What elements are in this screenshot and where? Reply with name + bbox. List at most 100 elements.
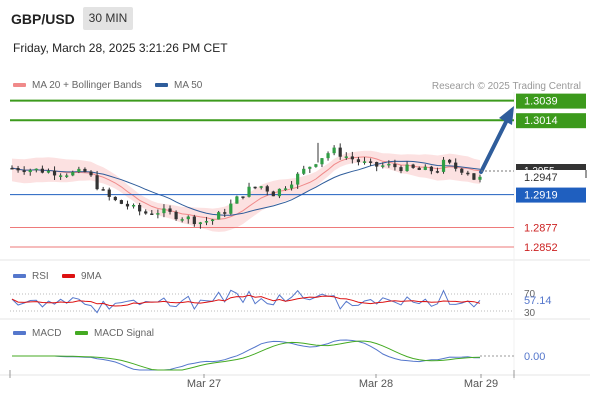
candle-body [131,204,136,207]
candle-body [119,200,124,204]
candle-body [429,166,433,172]
legend-swatch-ma20 [13,83,26,88]
candle-body [65,175,69,177]
candle-body [180,219,184,221]
symbol-title: GBP/USD [11,11,75,27]
candle-body [283,188,288,190]
chart-header: GBP/USD 30 MIN Friday, March 28, 2025 3:… [0,0,590,66]
candle-body [405,164,409,172]
candle-body [375,162,379,167]
candle-body [356,159,361,163]
candle-body [241,196,245,198]
current-price-label: 1.2947 [524,172,558,184]
candle-body [466,172,470,175]
candle-body [460,168,464,173]
candle-body [162,208,166,214]
candle-body [472,173,476,180]
legend-rsi: RSI [13,271,49,282]
legend-rsi-ma: 9MA [62,271,102,282]
level-label-0: 1.3039 [524,96,558,108]
candle-body [95,175,99,190]
level-label-1: 1.3014 [524,115,558,127]
timeframe-badge[interactable]: 30 MIN [83,7,133,30]
candle-body [435,171,440,173]
x-axis: Mar 27 Mar 28 Mar 29 [9,370,515,390]
candle-body [320,158,324,165]
candle-body [289,184,294,189]
candle-body [174,211,178,220]
rsi-tick-70: 70 [524,289,536,300]
copyright: Research © 2025 Trading Central [431,81,581,92]
candle-body [186,216,190,220]
candle-body [296,173,300,185]
projection-arrow [479,106,514,174]
candle-body [138,204,142,212]
candle-body [83,168,87,172]
candle-body [253,186,257,189]
candle-body [229,203,233,214]
candle-body [52,170,57,176]
legend-ma20: MA 20 + Bollinger Bands [13,80,142,91]
legend-swatch-rsi [13,274,26,279]
candle-body [441,159,446,172]
candle-body [448,159,452,163]
candle-body [34,168,38,171]
candle-body [399,167,403,172]
candle-body [423,166,427,170]
level-box-0 [516,93,586,109]
rsi-ma-line [11,294,481,307]
candle-body [113,196,117,201]
candle-body [393,163,397,168]
candle-body [381,165,385,167]
legend-ma50: MA 50 [155,80,202,91]
arrow-head [499,106,514,125]
candle-body [314,164,318,167]
x-label-mar29: Mar 29 [464,378,498,390]
candle-body [223,212,227,214]
candle-body [59,175,63,177]
candle-body [204,221,209,223]
candle-body [362,161,367,163]
candle-body [417,167,421,170]
macd-current-value: 0.00 [524,351,545,363]
candle-body [144,211,148,214]
current-price: 1.2955 1.2947 [481,164,587,184]
legend-label-rsi: RSI [32,271,49,282]
legend-swatch-macd-signal [75,331,88,336]
legend-swatch-rsi-ma [62,274,75,279]
legend-label-macd: MACD [32,328,62,339]
candle-body [156,213,160,215]
candle-body [308,166,312,169]
candle-body [302,168,306,174]
level-label-3: 1.2877 [524,222,558,234]
candle-body [217,212,221,220]
candle-body [89,171,93,176]
macd-line [12,339,480,371]
candle-body [192,216,196,225]
candle-body [28,170,32,173]
candle-body [259,186,263,188]
candle-body [478,176,482,180]
x-label-mar27: Mar 27 [187,378,221,390]
candle-body [168,208,172,212]
rsi-line [11,289,481,314]
legend-macd: MACD [13,328,61,339]
candle-body [210,219,215,222]
candle-body [454,162,458,169]
candle-body [235,196,239,204]
timestamp: Friday, March 28, 2025 3:21:26 PM CET [13,41,228,55]
candle-body [411,164,415,168]
level-label-4: 1.2852 [524,242,558,254]
legend-label-ma20: MA 20 + Bollinger Bands [32,80,142,91]
legend-swatch-macd [13,331,26,336]
rsi-current-value: 57.14 [524,295,552,307]
candle-body [271,191,275,197]
x-label-mar28: Mar 28 [359,378,393,390]
candle-body [198,222,203,225]
candle-body [107,189,111,197]
candle-body [368,161,373,163]
level-label-2: 1.2919 [524,190,558,202]
level-box-1 [516,113,586,129]
candle-body [101,189,105,191]
candle-body [247,186,251,197]
